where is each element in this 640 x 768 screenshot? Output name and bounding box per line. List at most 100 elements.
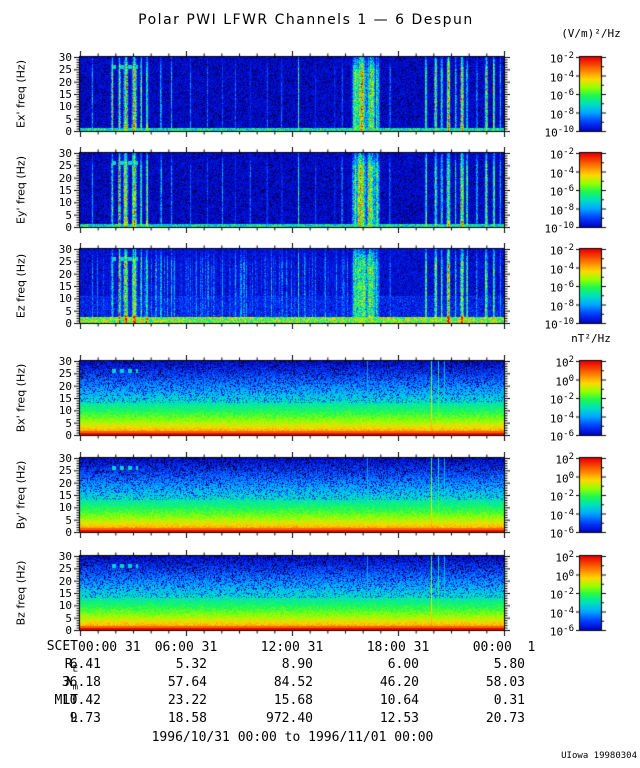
colorbar-tick-label: 100 (516, 471, 574, 485)
panel-ylabel-ey: Ey' freq (Hz) (14, 153, 28, 227)
colorbar-tick-label: 10-6 (516, 429, 574, 443)
panel-ylabel-bz: Bz freq (Hz) (14, 556, 28, 630)
colorbar-tick-base: 10 (549, 300, 564, 314)
ytick-label: 30 (58, 452, 72, 465)
colorbar-tick-exponent: 2 (568, 452, 574, 462)
spectrogram-ex-canvas (74, 51, 510, 137)
ytick-label: 5 (65, 304, 72, 318)
xtick-label-1: 06:00 31 (154, 640, 218, 655)
colorbar-unit-electric: (V/m)²/Hz (561, 27, 621, 40)
colorbar-tick-label: 10-4 (516, 508, 574, 522)
xtick-label-2: 12:00 31 (260, 640, 324, 655)
colorbar-by (576, 453, 610, 537)
colorbar-tick-base: 10 (544, 318, 558, 332)
colorbar-tick-label: 10-6 (516, 280, 574, 294)
colorbar-tick-base: 10 (555, 570, 569, 584)
colorbar-tick-base: 10 (544, 126, 558, 140)
ytick-label: 10 (58, 292, 72, 306)
orbit-value: 972.40 (266, 711, 313, 726)
panel-ylabel-text-bx: Bx' freq (Hz) (14, 363, 28, 433)
orbit-value: 5.32 (175, 657, 207, 672)
colorbar-tick-base: 10 (549, 430, 564, 444)
orbit-row-label-sub: m (72, 682, 78, 693)
ytick-label: 20 (58, 75, 72, 89)
orbit-value: 15.68 (273, 693, 313, 708)
colorbar-bz (576, 551, 610, 635)
panel-ylabel-text-ey: Ey' freq (Hz) (14, 155, 28, 225)
colorbar-tick-exponent: -6 (563, 429, 574, 439)
orbit-row-label-MLT: MLT (27, 694, 78, 708)
spectrogram-bz-canvas (74, 550, 510, 636)
colorbar-tick-label: 10-2 (516, 147, 574, 161)
panel-ylabel-ez: Ez freq (Hz) (14, 249, 28, 323)
ytick-label: 20 (58, 267, 72, 281)
colorbar-tick-label: 10-6 (516, 526, 574, 540)
colorbar-tick-base: 10 (544, 222, 558, 236)
colorbar-tick-label: 100 (516, 374, 574, 388)
colorbar-tick-exponent: 2 (568, 355, 574, 365)
colorbar-tick-base: 10 (549, 148, 564, 162)
colorbar-tick-exponent: -4 (563, 410, 574, 421)
ytick-label: 30 (58, 51, 72, 64)
colorbar-tick-exponent: -8 (563, 202, 574, 213)
colorbar-tick-label: 10-6 (516, 624, 574, 638)
ytick-label: 15 (58, 587, 72, 600)
colorbar-tick-exponent: -4 (563, 605, 574, 616)
colorbar-tick-exponent: -2 (563, 489, 574, 499)
orbit-value: 6.00 (387, 657, 419, 672)
colorbar-ex (576, 52, 610, 136)
ytick-label: 20 (58, 574, 72, 588)
ytick-label: 25 (58, 367, 72, 381)
orbit-value: 23.22 (167, 693, 207, 708)
colorbar-tick-label: 10-4 (516, 262, 574, 276)
ytick-label: 0 (65, 429, 72, 442)
spectrogram-bx-canvas (74, 355, 510, 441)
ytick-label: 5 (65, 611, 72, 625)
colorbar-tick-exponent: -8 (563, 106, 574, 117)
orbit-value: 0.31 (493, 693, 525, 708)
colorbar-tick-label: 102 (516, 355, 574, 369)
colorbar-tick-exponent: -2 (563, 243, 574, 253)
ytick-label: 15 (58, 184, 72, 197)
orbit-value: 57.64 (167, 675, 207, 690)
ytick-label: 10 (58, 599, 72, 613)
ytick-label: 30 (58, 550, 72, 563)
colorbar-tick-label: 100 (516, 569, 574, 583)
colorbar-tick-exponent: 2 (568, 550, 574, 560)
colorbar-tick-base: 10 (549, 625, 564, 639)
colorbar-tick-base: 10 (555, 375, 569, 389)
ytick-label: 15 (58, 88, 72, 101)
ytick-label: 10 (58, 404, 72, 418)
orbit-value: 5.80 (493, 657, 525, 672)
ytick-label: 10 (58, 100, 72, 114)
colorbar-tick-base: 10 (549, 588, 564, 602)
ytick-label: 20 (58, 379, 72, 393)
orbit-value: 9.73 (69, 711, 101, 726)
ytick-label: 30 (58, 355, 72, 368)
colorbar-tick-base: 10 (549, 393, 564, 407)
orbit-value: 10.42 (61, 693, 101, 708)
colorbar-tick-exponent: -4 (563, 261, 574, 272)
colorbar-tick-exponent: -6 (563, 280, 574, 290)
colorbar-tick-base: 10 (549, 108, 564, 122)
ytick-label: 15 (58, 392, 72, 405)
colorbar-tick-label: 10-6 (516, 88, 574, 102)
spectrogram-ez-canvas (74, 243, 510, 329)
panel-ylabel-bx: Bx' freq (Hz) (14, 361, 28, 435)
colorbar-tick-label: 10-10 (516, 125, 574, 139)
colorbar-tick-base: 10 (549, 167, 564, 181)
ytick-label: 0 (65, 624, 72, 637)
colorbar-tick-base: 10 (549, 281, 564, 295)
spectrogram-by-canvas (74, 452, 510, 538)
ytick-label: 25 (58, 562, 72, 576)
orbit-value: 58.03 (485, 675, 525, 690)
colorbar-tick-exponent: -10 (557, 125, 574, 135)
colorbar-tick-base: 10 (549, 185, 564, 199)
colorbar-tick-exponent: -10 (557, 221, 574, 231)
colorbar-tick-base: 10 (555, 453, 569, 467)
orbit-row-label-L: L (27, 712, 78, 726)
colorbar-tick-exponent: -6 (563, 184, 574, 194)
colorbar-tick-base: 10 (549, 263, 564, 277)
panel-ylabel-by: By' freq (Hz) (14, 458, 28, 532)
colorbar-tick-base: 10 (549, 527, 564, 541)
